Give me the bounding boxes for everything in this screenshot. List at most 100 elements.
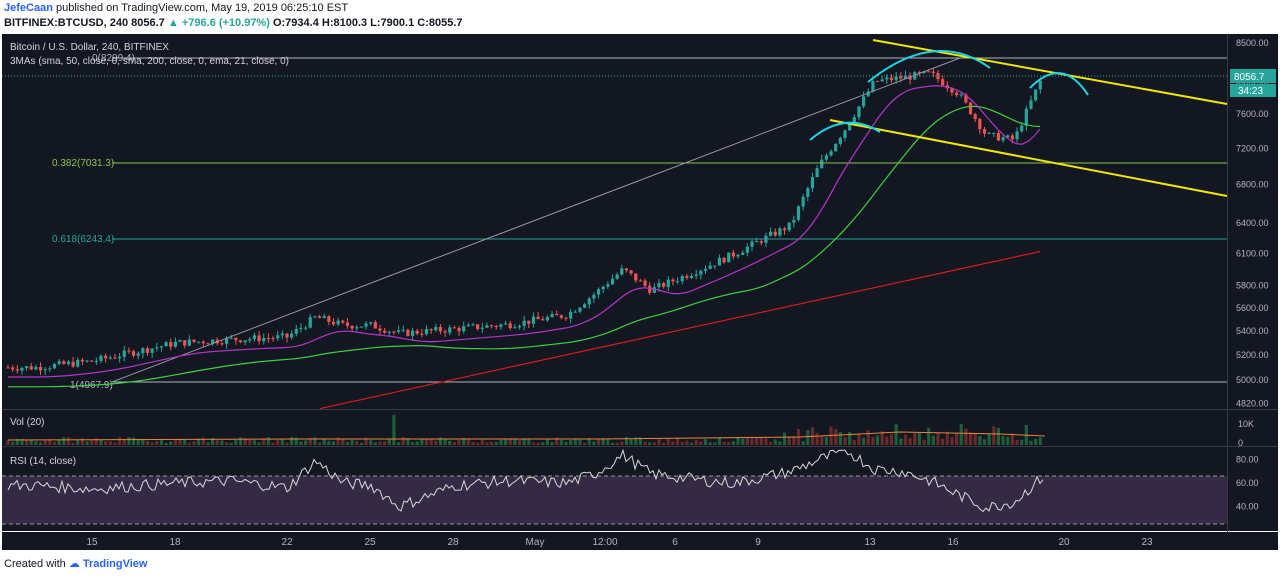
- volume-bar: [824, 436, 828, 445]
- candle-body: [750, 241, 754, 247]
- sma-50-line: [8, 105, 1041, 388]
- volume-bar: [118, 437, 122, 445]
- candle-body: [569, 311, 573, 319]
- candle-body: [80, 359, 84, 362]
- tradingview-logo-icon: ☁: [68, 558, 80, 570]
- candle-body: [62, 361, 66, 364]
- candle-body: [848, 124, 852, 131]
- candle-body: [29, 366, 33, 370]
- candle-body: [903, 75, 908, 79]
- time-tick-label: 13: [864, 537, 876, 548]
- candle-body: [708, 265, 712, 269]
- candle-body: [852, 117, 856, 125]
- candle-body: [20, 368, 24, 371]
- volume-bar: [634, 437, 638, 445]
- up-arrow-icon: ▲: [167, 17, 179, 29]
- time-tick-label: 25: [364, 537, 376, 548]
- volume-bar: [620, 441, 624, 445]
- candle-body: [917, 72, 921, 74]
- last-price-badge: [1230, 69, 1276, 83]
- volume-bar: [80, 438, 84, 445]
- candle-body: [480, 327, 484, 329]
- volume-bar: [973, 433, 977, 445]
- volume-bar: [276, 439, 280, 445]
- volume-bar: [950, 437, 954, 445]
- candle-body: [169, 342, 173, 347]
- volume-bar: [987, 434, 991, 445]
- volume-bar: [62, 437, 66, 445]
- volume-bar: [955, 432, 959, 445]
- volume-bar: [959, 423, 963, 445]
- candle-body: [490, 325, 494, 327]
- candle-body: [745, 246, 749, 253]
- volume-bar: [666, 438, 670, 445]
- volume-bar: [271, 442, 275, 445]
- volume-bar: [252, 440, 257, 445]
- author-name[interactable]: JefeCaan: [4, 2, 53, 14]
- candle-body: [252, 335, 257, 340]
- candle-body: [587, 298, 591, 305]
- volume-bar: [680, 442, 684, 445]
- volume-bar: [304, 440, 308, 445]
- candle-body: [434, 326, 438, 331]
- tradingview-brand[interactable]: TradingView: [82, 558, 148, 570]
- volume-bar: [285, 442, 289, 445]
- volume-bar: [150, 442, 154, 445]
- volume-bar: [792, 435, 796, 445]
- volume-ma-line: [7, 431, 1046, 441]
- volume-bar: [773, 439, 777, 445]
- volume-bar: [782, 432, 787, 445]
- volume-bar: [573, 438, 577, 445]
- candle-body: [11, 367, 15, 370]
- candle-body: [787, 222, 791, 231]
- volume-bar: [373, 442, 377, 445]
- candle-body: [1006, 135, 1010, 138]
- candle-body: [178, 340, 182, 342]
- candle-body: [71, 361, 75, 367]
- candle-body: [99, 355, 103, 361]
- rsi-band: [2, 476, 1227, 524]
- candle-body: [875, 81, 880, 83]
- candle-body: [443, 331, 447, 333]
- volume-bar: [610, 442, 615, 445]
- ohlc-values: O:7934.4 H:8100.3 L:7900.1 C:8055.7: [272, 17, 463, 29]
- volume-bar: [555, 437, 559, 445]
- symbol-line: BITFINEX:BTCUSD, 240 8056.7 ▲ +796.6 (+1…: [4, 17, 463, 29]
- volume-bar: [159, 439, 164, 445]
- candle-body: [224, 337, 229, 344]
- volume-bar: [559, 440, 563, 445]
- candle-body: [820, 159, 824, 169]
- candle-body: [52, 364, 57, 369]
- candle-body: [150, 348, 154, 353]
- volume-bar: [685, 440, 689, 445]
- volume-bar: [494, 441, 498, 445]
- candle-body: [652, 287, 656, 293]
- candle-body: [964, 94, 968, 103]
- candle-body: [1034, 89, 1038, 101]
- candle-body: [397, 330, 401, 332]
- candle-body: [43, 369, 47, 371]
- candle-body: [545, 317, 549, 321]
- volume-bar: [843, 437, 847, 445]
- candle-body: [880, 79, 884, 82]
- volume-bar: [15, 438, 19, 445]
- volume-bar: [443, 438, 447, 445]
- candle-body: [629, 270, 633, 274]
- countdown-badge: [1230, 84, 1276, 97]
- candle-body: [57, 361, 61, 365]
- volume-bar: [66, 437, 71, 445]
- sma-200-line: [319, 250, 1041, 410]
- volume-bar: [917, 432, 921, 445]
- volume-bar: [601, 438, 605, 445]
- volume-bar: [364, 437, 368, 445]
- rsi-tick-label: 40.00: [1236, 502, 1259, 512]
- candle-body: [94, 360, 98, 362]
- candle-body: [327, 316, 331, 322]
- volume-bar: [992, 426, 996, 445]
- publish-info: published on TradingView.com, May 19, 20…: [55, 2, 349, 14]
- volume-bar: [178, 439, 182, 445]
- volume-bar: [94, 438, 98, 445]
- volume-bar: [48, 439, 52, 445]
- candle-body: [541, 319, 545, 321]
